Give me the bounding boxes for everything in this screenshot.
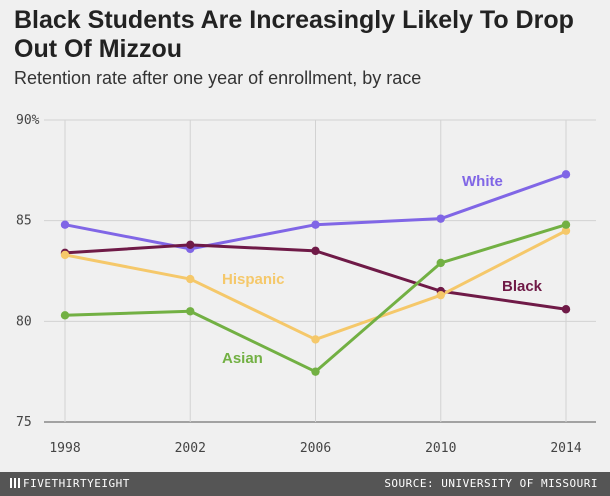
data-point-white	[436, 214, 445, 223]
data-point-black	[186, 240, 195, 250]
y-tick-label: 75	[16, 415, 32, 430]
data-point-hispanic	[436, 290, 445, 300]
footer-bar: FIVETHIRTYEIGHT SOURCE: UNIVERSITY OF MI…	[0, 472, 610, 496]
data-point-black	[561, 305, 571, 314]
series-label-hispanic: Hispanic	[222, 271, 285, 288]
x-tick-label: 2010	[425, 441, 456, 456]
data-point-asian	[60, 311, 70, 320]
chart-title: Black Students Are Increasingly Likely T…	[14, 6, 574, 63]
chart-subtitle: Retention rate after one year of enrollm…	[14, 68, 422, 88]
y-tick-label: 90%	[16, 113, 40, 128]
series-label-black: Black	[502, 278, 543, 295]
y-tick-label: 85	[16, 214, 32, 229]
series-label-asian: Asian	[222, 350, 263, 367]
data-point-hispanic	[561, 226, 571, 235]
data-point-black	[311, 246, 320, 256]
x-axis-ticks: 1998 2002 2006 2010 2014	[49, 441, 581, 456]
x-tick-label: 2014	[550, 441, 581, 456]
data-point-asian	[186, 307, 195, 316]
data-point-hispanic	[311, 335, 320, 344]
y-tick-label: 80	[16, 314, 32, 329]
brand-logo: FIVETHIRTYEIGHT	[10, 477, 130, 490]
brand-name: FIVETHIRTYEIGHT	[23, 477, 130, 490]
series-points	[60, 170, 571, 376]
gridlines	[44, 119, 596, 423]
data-point-hispanic	[186, 274, 195, 284]
series-label-white: White	[462, 173, 503, 190]
data-point-white	[60, 220, 70, 229]
data-point-asian	[436, 258, 445, 268]
data-point-hispanic	[60, 250, 70, 260]
series-labels: White Black Hispanic Asian	[222, 173, 543, 367]
source-note: SOURCE: UNIVERSITY OF MISSOURI	[384, 477, 598, 490]
data-point-asian	[561, 220, 571, 229]
x-tick-label: 2006	[300, 441, 331, 456]
data-point-asian	[311, 367, 320, 376]
line-chart: 90% 85 80 75 1998 2002 2006 2010 2014 White Blac…	[16, 113, 596, 456]
data-point-white	[561, 170, 571, 179]
brand-mark-icon	[10, 478, 20, 488]
y-axis-ticks: 90% 85 80 75	[16, 113, 40, 430]
x-tick-label: 2002	[175, 441, 206, 456]
x-tick-label: 1998	[49, 441, 80, 456]
data-point-white	[311, 220, 320, 229]
